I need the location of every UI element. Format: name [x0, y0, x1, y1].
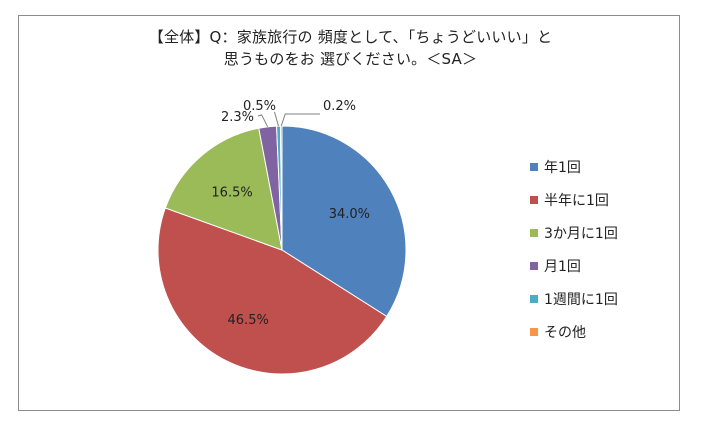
legend-item-shuukan: 1週間に1回: [530, 288, 680, 310]
data-label: 0.5%: [243, 99, 276, 114]
legend-item-nen1kai: 年1回: [530, 156, 680, 178]
leader-line: [280, 113, 320, 127]
legend-swatch: [530, 196, 538, 204]
legend-swatch: [530, 295, 538, 303]
chart-title: 【全体】Q：家族旅行の 頻度として、「ちょうどいいい」と 思うものをお 選びくだ…: [0, 26, 701, 70]
legend: 年1回 半年に1回 3か月に1回 月1回 1週間に1回 その他: [530, 156, 680, 354]
legend-label: 3か月に1回: [544, 226, 618, 242]
leader-lines: [257, 111, 320, 128]
legend-label: 半年に1回: [544, 193, 609, 209]
legend-item-3kagetsu: 3か月に1回: [530, 222, 680, 244]
legend-item-hantoshi: 半年に1回: [530, 189, 680, 211]
data-label: 0.2%: [323, 99, 356, 114]
legend-item-tsuki1kai: 月1回: [530, 255, 680, 277]
legend-label: その他: [544, 325, 586, 341]
chart-title-line-2: 思うものをお 選びください。＜SA＞: [223, 50, 478, 68]
legend-swatch: [530, 328, 538, 336]
legend-swatch: [530, 163, 538, 171]
slice-nen1kai: [281, 125, 407, 318]
legend-item-sonota: その他: [530, 321, 680, 343]
chart-title-line-1: 【全体】Q：家族旅行の 頻度として、「ちょうどいいい」と: [148, 28, 553, 46]
slice-3kagetsu: [164, 127, 283, 251]
legend-label: 月1回: [544, 259, 581, 275]
pie-slices: [157, 125, 407, 375]
legend-label: 年1回: [544, 160, 581, 176]
legend-label: 1週間に1回: [544, 292, 618, 308]
data-label: 16.5%: [211, 186, 252, 201]
slice-hantoshi: [157, 207, 388, 375]
leader-line: [274, 111, 279, 127]
data-label: 46.5%: [228, 313, 269, 328]
data-label: 2.3%: [221, 110, 254, 125]
legend-swatch: [530, 262, 538, 270]
legend-swatch: [530, 229, 538, 237]
slice-sonota: [279, 125, 283, 251]
leader-line: [257, 114, 269, 128]
data-label: 34.0%: [329, 207, 370, 222]
data-labels: 34.0% 46.5% 16.5% 2.3%0.5% 0.2%: [211, 99, 370, 328]
